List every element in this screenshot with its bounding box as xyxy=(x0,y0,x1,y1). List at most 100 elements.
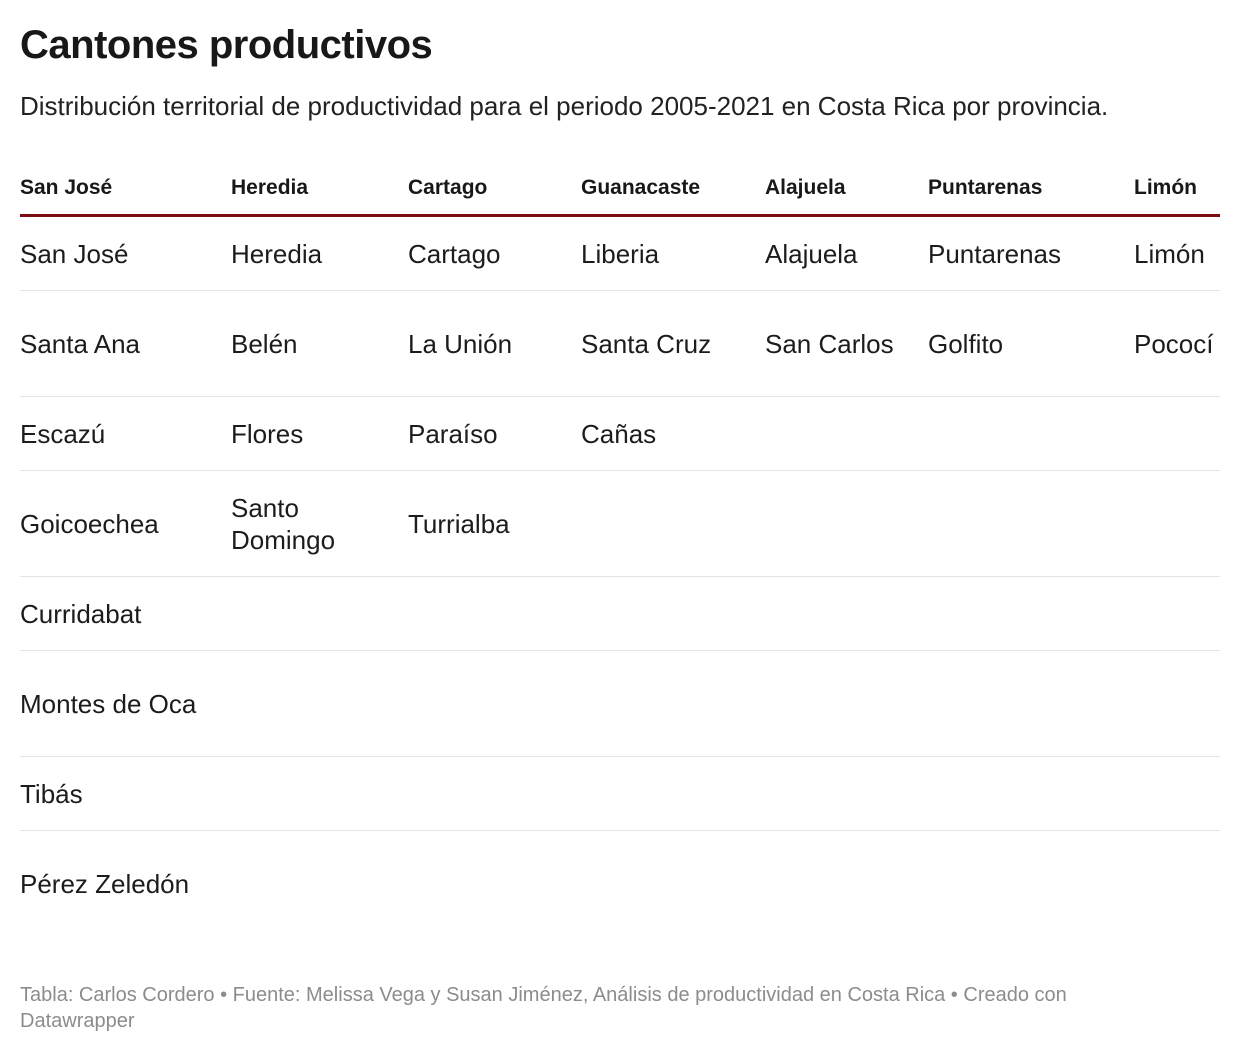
table-cell xyxy=(765,396,928,471)
table-row: Santa Ana Belén La Unión Santa Cruz San … xyxy=(20,290,1220,397)
chart-title: Cantones productivos xyxy=(20,23,433,67)
table-row: Escazú Flores Paraíso Cañas xyxy=(20,396,1220,471)
column-header: Cartago xyxy=(408,160,581,217)
table-cell: San José xyxy=(20,215,231,291)
cell-text: Puntarenas xyxy=(928,238,1061,269)
table-cell: Montes de Oca xyxy=(20,650,231,757)
column-header: Alajuela xyxy=(765,160,928,217)
table-cell xyxy=(231,756,408,831)
cell-text: Santa Cruz xyxy=(581,328,712,359)
cell-text: Cañas xyxy=(581,418,657,449)
cell-text: Santo Domingo xyxy=(231,492,336,555)
chart-subtitle: Distribución territorial de productivida… xyxy=(20,91,1109,121)
table-cell xyxy=(408,831,581,937)
cell-text: Pérez Zeledón xyxy=(20,868,190,899)
table-cell xyxy=(928,650,1134,757)
cell-text: Escazú xyxy=(20,418,106,449)
table-cell xyxy=(231,576,408,651)
table-cell xyxy=(1134,650,1220,757)
table-cell xyxy=(1134,831,1220,937)
cell-text: Paraíso xyxy=(408,418,498,449)
cell-text: Turrialba xyxy=(408,508,510,539)
table-cell: Flores xyxy=(231,396,408,471)
cell-text: Alajuela xyxy=(765,238,858,269)
table-cell xyxy=(765,650,928,757)
table-cell: Golfito xyxy=(928,290,1134,397)
table-cell: Belén xyxy=(231,290,408,397)
cell-text: Tibás xyxy=(20,778,83,809)
table-cell xyxy=(928,831,1134,937)
table-cell xyxy=(581,650,765,757)
cell-text: Curridabat xyxy=(20,598,142,629)
table-cell: Tibás xyxy=(20,756,231,831)
cell-text: Golfito xyxy=(928,328,1004,359)
table-cell: Santa Ana xyxy=(20,290,231,397)
table-cell: Curridabat xyxy=(20,576,231,651)
table-cell xyxy=(765,831,928,937)
cell-text: Heredia xyxy=(231,238,323,269)
cell-text: La Unión xyxy=(408,328,513,359)
table-cell: Pérez Zeledón xyxy=(20,831,231,937)
table-cell xyxy=(765,576,928,651)
table-cell xyxy=(408,756,581,831)
table-cell xyxy=(408,576,581,651)
table-cell: Cartago xyxy=(408,215,581,291)
table-cell: San Carlos xyxy=(765,290,928,397)
table-cell: Turrialba xyxy=(408,470,581,577)
table-cell xyxy=(231,831,408,937)
cell-text: Flores xyxy=(231,418,304,449)
table-cell xyxy=(928,470,1134,577)
column-header: Limón xyxy=(1134,160,1220,217)
table-cell xyxy=(581,756,765,831)
table-cell xyxy=(765,470,928,577)
table-cell xyxy=(581,576,765,651)
table-row: Montes de Oca xyxy=(20,650,1220,757)
table-cell xyxy=(928,756,1134,831)
column-header: Guanacaste xyxy=(581,160,765,217)
table-cell xyxy=(581,831,765,937)
table-cell xyxy=(1134,756,1220,831)
cell-text: Pococí xyxy=(1134,328,1214,359)
table-cell: Limón xyxy=(1134,215,1220,291)
table-cell xyxy=(1134,576,1220,651)
cell-text: San Carlos xyxy=(765,328,894,359)
cell-text: Montes de Oca xyxy=(20,688,197,719)
table-cell: Puntarenas xyxy=(928,215,1134,291)
table-row: Curridabat xyxy=(20,576,1220,651)
cell-text: Cartago xyxy=(408,238,501,269)
table-cell: Heredia xyxy=(231,215,408,291)
cell-text: Belén xyxy=(231,328,298,359)
table-row: Tibás xyxy=(20,756,1220,831)
table-row: San José Heredia Cartago Liberia Alajuel… xyxy=(20,215,1220,291)
column-header: Puntarenas xyxy=(928,160,1134,217)
table-cell xyxy=(928,396,1134,471)
table-header-row: San José Heredia Cartago Guanacaste Alaj… xyxy=(20,160,1220,217)
table-cell: Santo Domingo xyxy=(231,470,408,577)
table-cell: Santa Cruz xyxy=(581,290,765,397)
table-cell: Goicoechea xyxy=(20,470,231,577)
cell-text: San José xyxy=(20,238,129,269)
table-cell: Pococí xyxy=(1134,290,1220,397)
table-cell xyxy=(408,650,581,757)
table-cell xyxy=(1134,470,1220,577)
table-cell: Cañas xyxy=(581,396,765,471)
table-cell: Paraíso xyxy=(408,396,581,471)
table-cell: Alajuela xyxy=(765,215,928,291)
cell-text: Limón xyxy=(1134,238,1205,269)
cantones-table: San José Heredia Cartago Guanacaste Alaj… xyxy=(20,160,1220,936)
column-header: Heredia xyxy=(231,160,408,217)
chart-footer: Tabla: Carlos Cordero • Fuente: Melissa … xyxy=(20,984,1067,1032)
column-header: San José xyxy=(20,160,231,217)
table-cell: Liberia xyxy=(581,215,765,291)
table-cell: Escazú xyxy=(20,396,231,471)
cell-text: Goicoechea xyxy=(20,508,159,539)
cell-text: Liberia xyxy=(581,238,660,269)
table-row: Goicoechea Santo Domingo Turrialba xyxy=(20,470,1220,577)
table-cell xyxy=(1134,396,1220,471)
cell-text: Santa Ana xyxy=(20,328,140,359)
table-cell xyxy=(231,650,408,757)
table-cell: La Unión xyxy=(408,290,581,397)
table-row: Pérez Zeledón xyxy=(20,831,1220,937)
table-cell xyxy=(928,576,1134,651)
table-cell xyxy=(581,470,765,577)
